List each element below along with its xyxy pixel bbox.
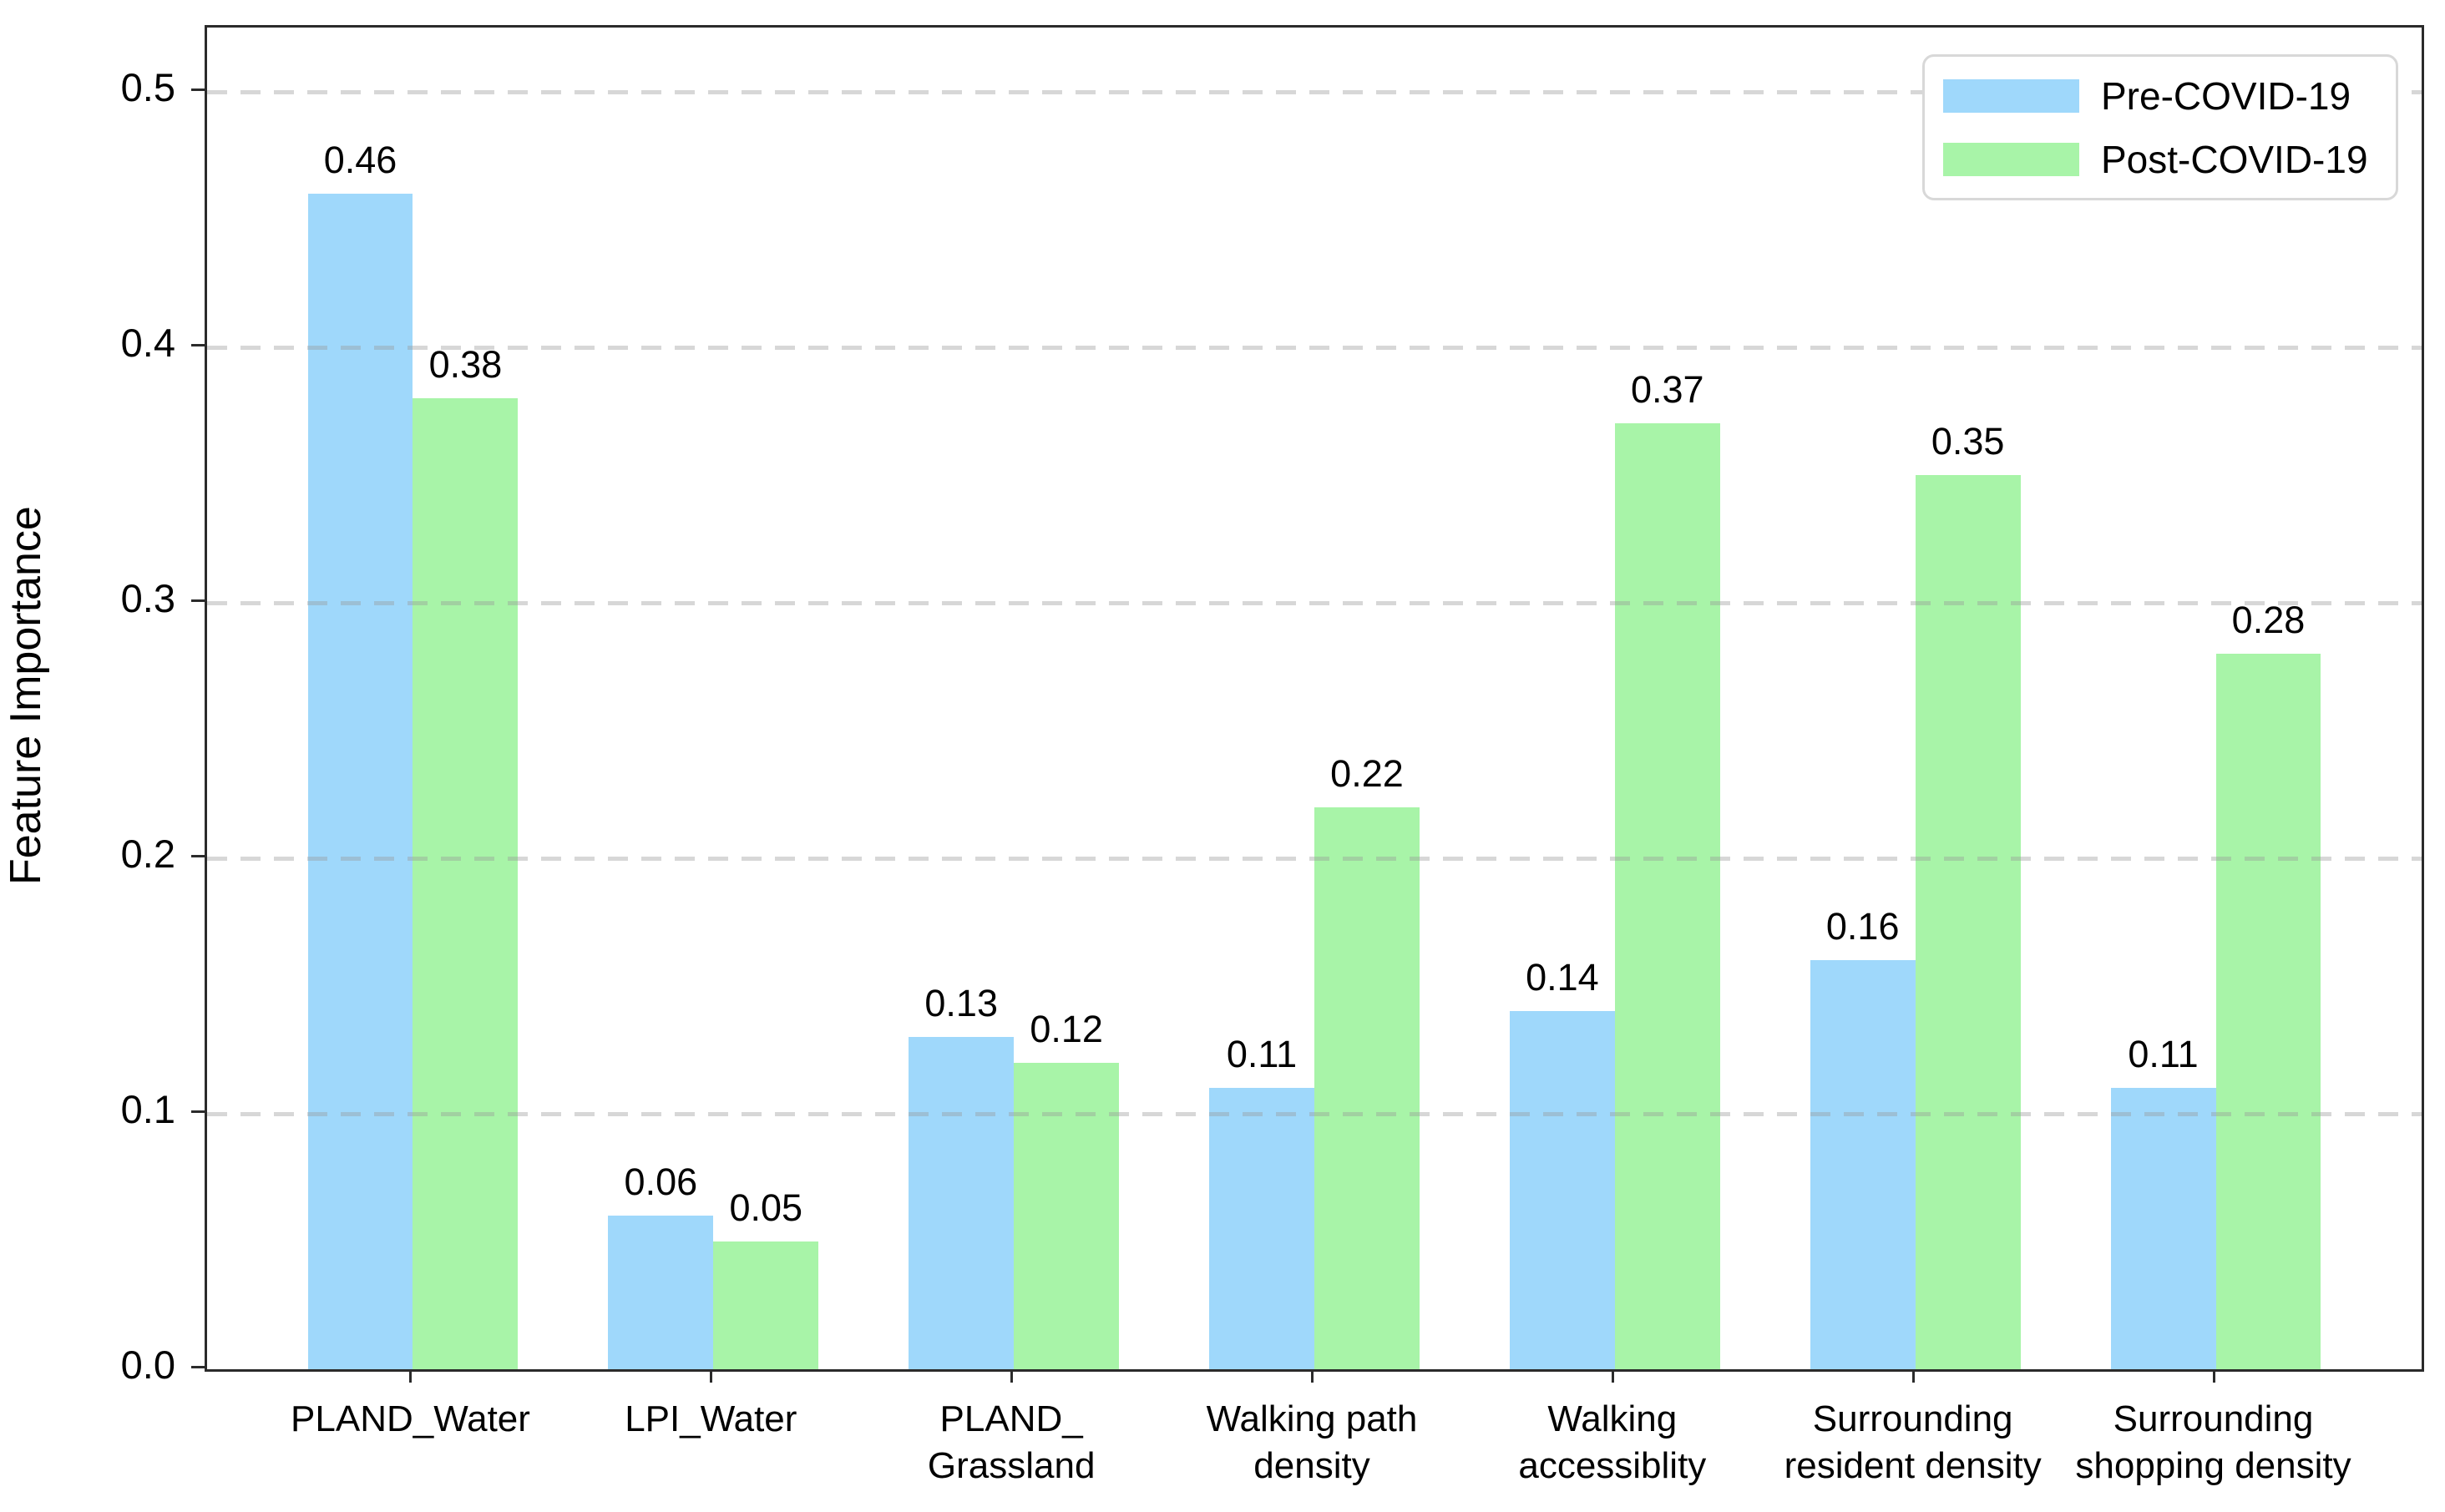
pre-covid-bar-5 <box>1810 960 1916 1369</box>
pre-covid-bar-4 <box>1509 1011 1615 1369</box>
y-tick-label: 0.1 <box>120 1086 175 1131</box>
pre-covid-bar-1 <box>608 1216 714 1369</box>
y-tick-label: 0.2 <box>120 831 175 876</box>
x-tick-label-2: PLAND_ Grassland <box>927 1398 1096 1487</box>
y-axis-title: Feature Importance <box>2 506 50 886</box>
post-covid-bar-4 <box>1614 423 1720 1369</box>
bar-value-label: 0.11 <box>1226 1033 1298 1076</box>
bar-value-label: 0.37 <box>1631 368 1704 412</box>
post-covid-bar-6 <box>2215 653 2321 1369</box>
y-tick-label: 0.3 <box>120 575 175 620</box>
legend-swatch-post <box>1943 142 2079 176</box>
x-tick-mark <box>710 1369 713 1383</box>
x-tick-mark <box>1911 1369 1915 1383</box>
x-tick-label-4: Walking accessiblity <box>1518 1398 1707 1487</box>
pre-covid-bar-6 <box>2110 1088 2216 1369</box>
y-tick-label: 0.5 <box>120 64 175 109</box>
post-covid-bar-1 <box>713 1241 819 1369</box>
legend-label: Pre-COVID-19 <box>2101 73 2351 118</box>
bar-value-label: 0.22 <box>1330 751 1404 795</box>
legend-item: Pre-COVID-19 <box>1943 74 2387 118</box>
bar-value-label: 0.06 <box>624 1161 698 1204</box>
bar-value-label: 0.38 <box>428 342 503 386</box>
pre-covid-bar-0 <box>307 193 413 1369</box>
legend: Pre-COVID-19 Post-COVID-19 <box>1922 54 2398 200</box>
pre-covid-bar-2 <box>909 1037 1015 1369</box>
post-covid-bar-2 <box>1014 1062 1120 1369</box>
bar-value-label: 0.11 <box>2128 1033 2199 1076</box>
x-tick-label-5: Surrounding resident density <box>1784 1398 2042 1487</box>
pre-covid-bar-3 <box>1209 1088 1314 1369</box>
post-covid-bar-3 <box>1314 807 1420 1369</box>
y-tick-mark <box>191 1110 205 1113</box>
y-tick-label: 0.4 <box>120 320 175 365</box>
bar-value-label: 0.28 <box>2231 598 2306 641</box>
bar-value-label: 0.16 <box>1825 905 1900 948</box>
bar-value-label: 0.35 <box>1931 419 2005 463</box>
y-tick-mark <box>191 343 205 346</box>
plot-area: 0.46 0.06 0.13 0.11 0.14 0.16 0.11 0.38 0.05 0.12… <box>205 25 2424 1372</box>
gridline <box>207 345 2422 350</box>
bar-value-label: 0.12 <box>1030 1007 1103 1050</box>
gridline <box>207 600 2422 605</box>
x-tick-label-3: Walking path density <box>1206 1398 1418 1487</box>
y-tick-label: 0.0 <box>120 1343 175 1387</box>
legend-label: Post-COVID-19 <box>2101 137 2368 181</box>
x-tick-label-6: Surrounding shopping density <box>2075 1398 2351 1487</box>
post-covid-bar-0 <box>413 397 519 1369</box>
x-tick-mark <box>1311 1369 1314 1383</box>
bar-value-label: 0.46 <box>323 138 397 181</box>
x-tick-mark <box>2212 1369 2215 1383</box>
post-covid-bar-5 <box>1915 474 2021 1369</box>
bar-value-label: 0.13 <box>924 982 998 1025</box>
x-tick-mark <box>1611 1369 1614 1383</box>
bar-value-label: 0.14 <box>1526 956 1599 999</box>
y-tick-mark <box>191 88 205 91</box>
x-tick-label-0: PLAND_Water <box>291 1398 530 1439</box>
x-tick-label-1: LPI_Water <box>625 1398 797 1439</box>
legend-swatch-pre <box>1943 78 2079 113</box>
y-tick-mark <box>191 599 205 602</box>
x-tick-mark <box>1010 1369 1014 1383</box>
y-tick-mark <box>191 854 205 857</box>
y-tick-mark <box>191 1366 205 1368</box>
legend-item: Post-COVID-19 <box>1943 138 2387 181</box>
x-tick-mark <box>409 1369 413 1383</box>
bar-value-label: 0.05 <box>729 1186 803 1229</box>
